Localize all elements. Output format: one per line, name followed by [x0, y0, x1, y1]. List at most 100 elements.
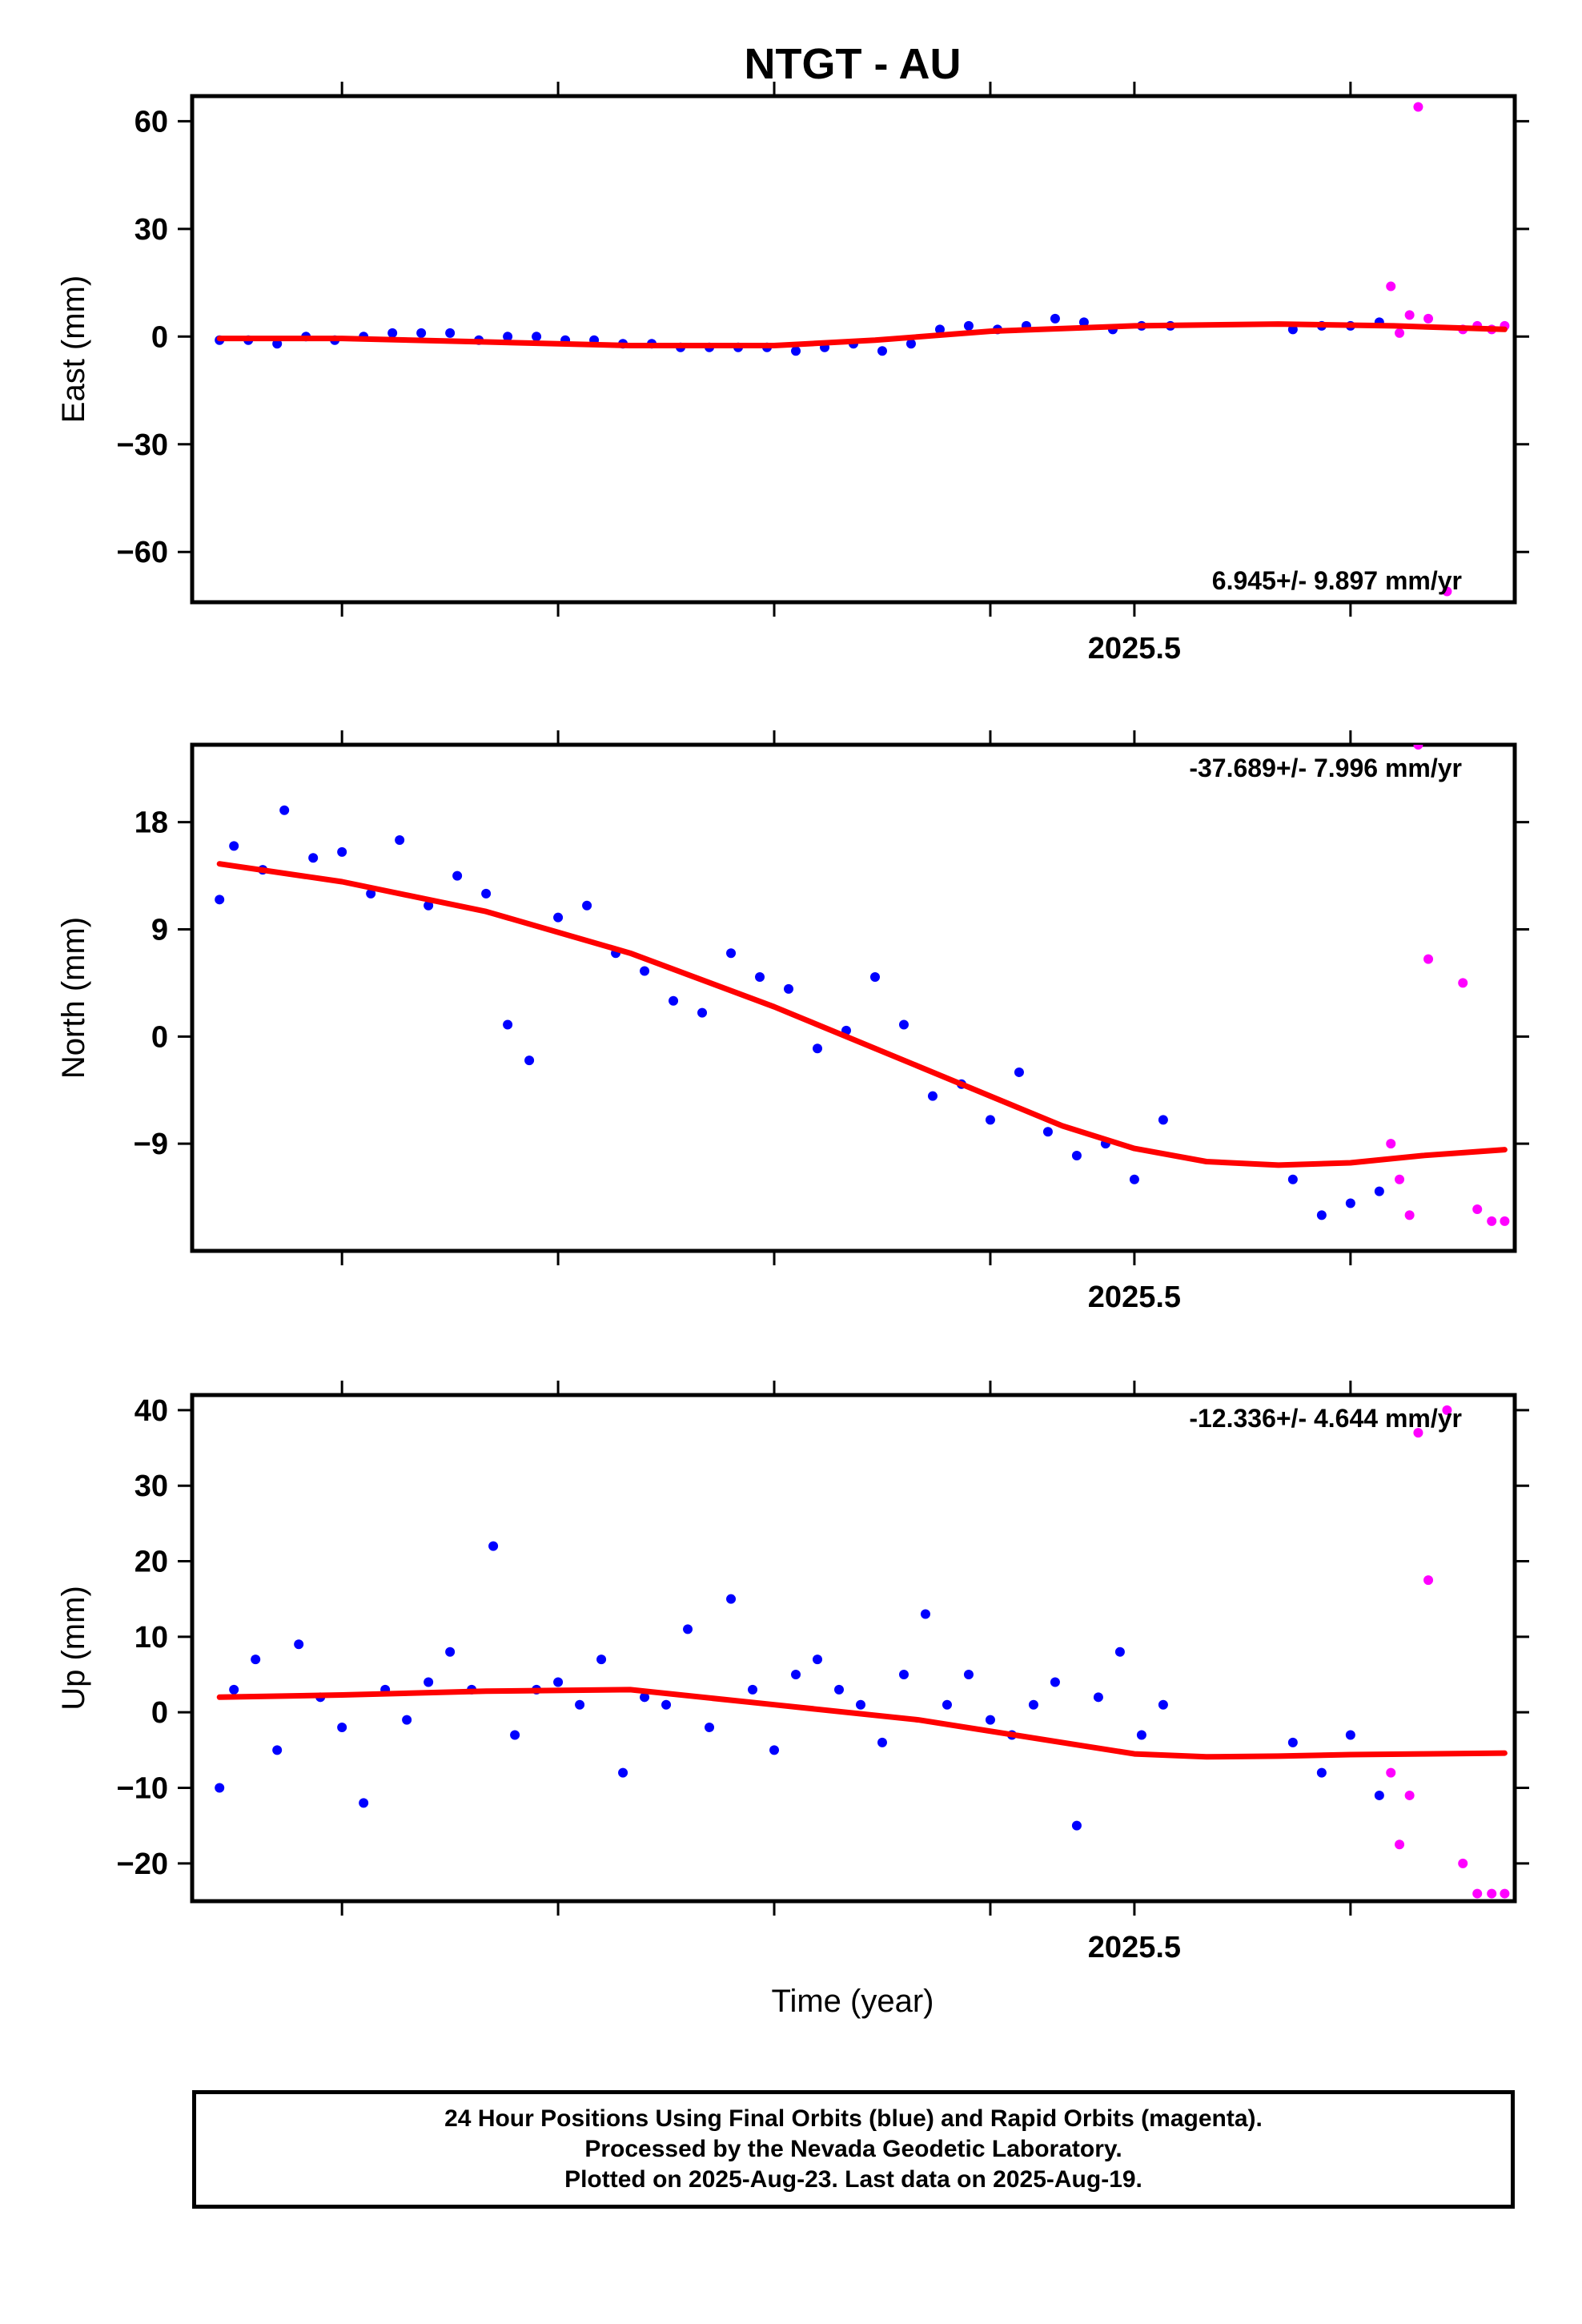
final-point [279, 805, 290, 815]
final-point [272, 339, 283, 349]
final-point [503, 1019, 513, 1030]
panel-east: −60 −30 0 30 60 2025.5 East (mm) 6.945+/- 9.897… [56, 82, 1529, 665]
y-tick-label: 18 [135, 806, 168, 840]
y-tick-label: 0 [151, 320, 168, 354]
final-point [697, 1007, 708, 1018]
final-point [942, 1699, 952, 1710]
final-point [898, 1670, 909, 1680]
y-tick-label: 20 [135, 1546, 168, 1579]
final-point [488, 1541, 499, 1551]
y-tick-label: −9 [134, 1128, 168, 1161]
final-point [769, 1745, 780, 1755]
rapid-point [1458, 1858, 1468, 1868]
final-point [869, 971, 880, 982]
rapid-point [1423, 313, 1434, 324]
final-point [705, 1723, 715, 1733]
final-point [1158, 1115, 1168, 1125]
final-point [1136, 1730, 1146, 1740]
rapid-point [1386, 281, 1396, 292]
final-point [1028, 1699, 1038, 1710]
y-tick-label: 0 [151, 1696, 168, 1730]
rapid-point [1442, 586, 1452, 597]
model-line [216, 1687, 1508, 1760]
x-tick-label: 2025.5 [1088, 632, 1181, 665]
final-point [640, 1692, 650, 1703]
final-point [726, 948, 737, 959]
final-point [272, 1745, 283, 1755]
final-point [1014, 1067, 1024, 1077]
final-point [452, 870, 463, 881]
y-tick-label: 60 [135, 105, 168, 139]
y-tick-label: 40 [135, 1394, 168, 1428]
data-layer [215, 745, 1510, 1226]
final-point [424, 1677, 434, 1687]
final-point [553, 912, 564, 923]
rapid-point [1472, 1888, 1483, 1899]
rapid-point [1395, 1839, 1405, 1850]
final-point [481, 888, 492, 899]
final-point [618, 1767, 628, 1778]
final-point [1114, 1647, 1125, 1657]
final-point [1050, 313, 1060, 324]
final-point [985, 1115, 995, 1125]
rapid-point [1500, 1216, 1510, 1226]
final-point [640, 966, 650, 976]
final-point [445, 328, 456, 338]
final-point [877, 346, 887, 356]
y-tick-label: 0 [151, 1020, 168, 1054]
final-point [294, 1639, 304, 1650]
final-point [532, 332, 542, 342]
rapid-point [1386, 1767, 1396, 1778]
y-tick-label: 9 [151, 913, 168, 947]
model-line [216, 321, 1508, 348]
rapid-point [1487, 1888, 1497, 1899]
final-point [387, 328, 398, 338]
final-point [229, 841, 239, 851]
x-tick-label: 2025.5 [1088, 1281, 1181, 1314]
final-point [1287, 1174, 1298, 1184]
rapid-point [1487, 1216, 1497, 1226]
caption-line-2: Processed by the Nevada Geodetic Laborat… [584, 2136, 1122, 2162]
rapid-point [1404, 1210, 1415, 1220]
final-point [1071, 1151, 1082, 1161]
rapid-point [1472, 1204, 1483, 1214]
final-point [524, 1055, 535, 1066]
final-point [985, 1715, 995, 1725]
x-axis-label: Time (year) [772, 1984, 934, 2019]
final-point [784, 983, 794, 994]
final-point [834, 1684, 845, 1695]
rapid-point [1395, 1174, 1405, 1184]
final-point [1316, 1210, 1327, 1220]
rapid-point [1458, 978, 1468, 988]
final-point [963, 1670, 974, 1680]
caption-line-3: Plotted on 2025-Aug-23. Last data on 202… [564, 2166, 1142, 2193]
final-point [1042, 1127, 1053, 1137]
final-point [1374, 1186, 1384, 1196]
rapid-point [1404, 1790, 1415, 1800]
final-point [898, 1019, 909, 1030]
final-point [683, 1624, 693, 1634]
y-tick-label: −60 [117, 536, 168, 569]
final-point [1374, 1790, 1384, 1800]
final-point [395, 834, 405, 845]
final-point [1078, 317, 1089, 328]
final-point [813, 1655, 823, 1665]
final-point [416, 328, 427, 338]
final-point [337, 1723, 347, 1733]
rapid-point [1395, 328, 1405, 338]
y-tick-label: −30 [117, 428, 168, 462]
y-tick-label: 10 [135, 1621, 168, 1655]
final-point [661, 1699, 672, 1710]
final-point [905, 339, 916, 349]
final-point [308, 853, 319, 863]
final-point [920, 1609, 930, 1619]
final-point [755, 971, 765, 982]
plot-frame [190, 94, 1517, 605]
panels: −60 −30 0 30 60 2025.5 East (mm) 6.945+/- 9.897… [56, 82, 1529, 1964]
final-point [791, 1670, 801, 1680]
final-point [791, 346, 801, 356]
rapid-point [1386, 1139, 1396, 1149]
y-tick-label: 30 [135, 213, 168, 247]
rate-label: -12.336+/- 4.644 mm/yr [1189, 1404, 1462, 1433]
